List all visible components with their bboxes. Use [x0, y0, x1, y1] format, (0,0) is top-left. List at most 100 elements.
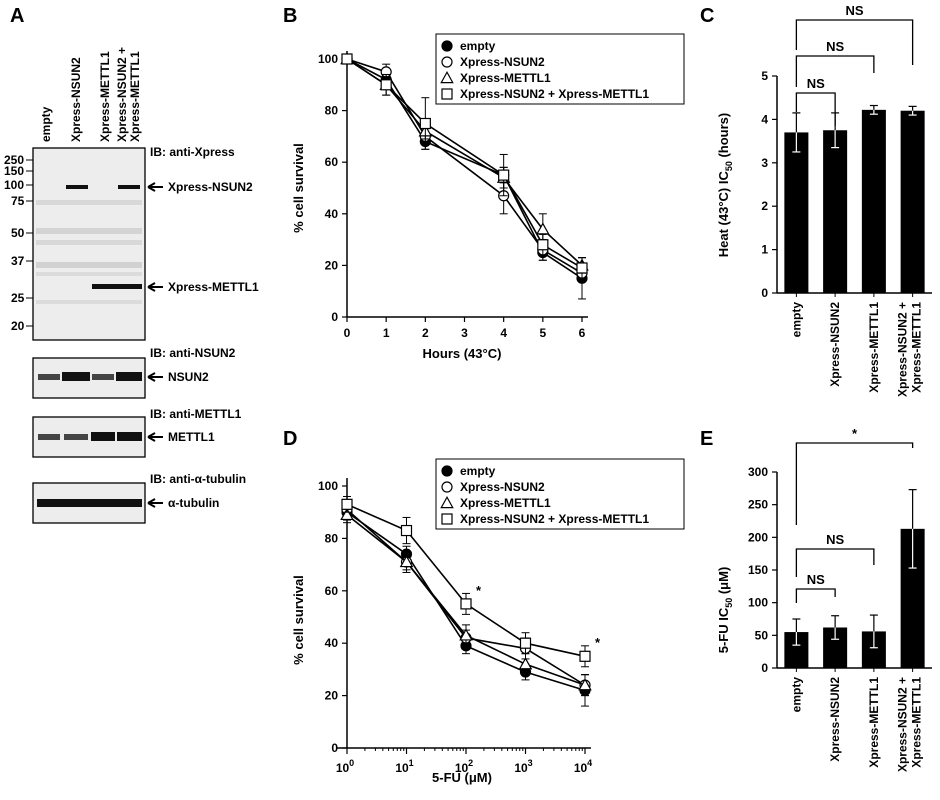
- series-xpress-nsun2-xpress-mettl1: [341, 495, 591, 668]
- y-tick-label-200: 200: [748, 530, 768, 544]
- band-mettl1-lane1: [38, 434, 60, 440]
- band-xpress-nsun2-lane4: [118, 185, 140, 189]
- significance-bracket: [795, 442, 914, 525]
- lane-label-combo-2: Xpress-METTL1: [128, 51, 142, 142]
- series-line-xpress-nsun2-xpress-mettl1: [346, 58, 583, 269]
- y-tick-label-150: 150: [748, 563, 768, 577]
- legend-label-xpress-mettl1: Xpress-METTL1: [460, 496, 551, 510]
- legend-label-xpress-nsun2-xpress-mettl1: Xpress-NSUN2 + Xpress-METTL1: [460, 87, 649, 101]
- x-tick-label-3: 3: [461, 326, 468, 340]
- y-tick-label-2: 2: [761, 199, 768, 213]
- y-tick-label-50: 50: [755, 628, 769, 642]
- significance-bracket: [795, 548, 875, 577]
- mw-marker-100: 100: [4, 178, 24, 192]
- y-tick-label-60: 60: [325, 584, 339, 598]
- x-category-label-xpress-mettl1: Xpress-METTL1: [867, 302, 881, 393]
- significance-label: NS: [826, 39, 844, 54]
- x-category-label-xpress-nsun2: Xpress-NSUN2: [828, 302, 842, 387]
- legend-marker-empty: [441, 465, 453, 477]
- significance-label: NS: [807, 76, 825, 91]
- chart-e: E 0 50 100 150 200 250 300 empty Xpress-NSUN2 Xpr…: [700, 426, 932, 772]
- series-line-xpress-nsun2: [346, 58, 583, 274]
- data-point-xpress-nsun2-xpress-mettl1: [419, 117, 431, 130]
- significance-bracket: [795, 55, 875, 87]
- data-point-xpress-nsun2-xpress-mettl1: [537, 239, 549, 251]
- panel-d-letter: D: [283, 428, 297, 450]
- mw-marker-250: 250: [4, 153, 24, 167]
- legend-label-empty: empty: [460, 464, 496, 478]
- y-tick-label-60: 60: [325, 155, 339, 169]
- mw-marker-20: 20: [11, 319, 25, 333]
- panel-a-letter: A: [10, 5, 24, 27]
- data-point-xpress-nsun2-xpress-mettl1: [576, 262, 588, 274]
- x-tick-exponent: 3: [528, 758, 533, 768]
- significance-label: NS: [807, 572, 825, 587]
- chart-b-legend: empty Xpress-NSUN2 Xpress-METTL1 Xpress-NSU…: [435, 33, 685, 105]
- mw-marker-37: 37: [11, 254, 25, 268]
- blot-anti-xpress-mw-markers: 250 150 100 75 50 37 25 20: [4, 153, 33, 333]
- legend-marker-xpress-mettl1: [440, 496, 454, 509]
- y-tick-label-40: 40: [325, 207, 339, 221]
- arrow-nsun2: [147, 372, 163, 382]
- y-tick-label-80: 80: [325, 104, 339, 118]
- band-mettl1-lane3: [91, 432, 115, 441]
- data-point-xpress-nsun2-xpress-mettl1: [341, 53, 353, 65]
- chart-d-xlabel: 5-FU (μM): [432, 770, 492, 785]
- chart-b: B 0 20 40 60 80 100 0 1 2 3 4 5 6 Hours (43°C) % cel…: [283, 5, 685, 361]
- chart-b-ylabel: % cell survival: [291, 143, 306, 233]
- x-category-label-xpress-nsun2: Xpress-NSUN2 +: [896, 677, 910, 772]
- x-tick-exponent: 2: [468, 758, 473, 768]
- data-point-xpress-mettl1: [578, 678, 592, 691]
- x-tick-label-6: 6: [579, 326, 586, 340]
- bar-xpress-nsun2-xpress-mettl1: [900, 110, 925, 293]
- mw-marker-150: 150: [4, 164, 24, 178]
- y-tick-label-0: 0: [761, 286, 768, 300]
- y-tick-label-0: 0: [761, 661, 768, 675]
- panel-c-letter: C: [700, 5, 714, 27]
- y-tick-label-3: 3: [761, 156, 768, 170]
- y-tick-label-100: 100: [748, 596, 768, 610]
- band-mettl1-lane4: [117, 432, 142, 441]
- arrow-xpress-mettl1: [147, 282, 163, 292]
- x-tick-label-3: 103: [514, 758, 532, 775]
- data-point-xpress-mettl1: [459, 628, 473, 641]
- x-tick-label-2: 2: [422, 326, 429, 340]
- legend-label-empty: empty: [460, 39, 496, 53]
- x-category-label-xpress-mettl1: Xpress-METTL1: [910, 302, 924, 393]
- data-point-xpress-nsun2-xpress-mettl1: [400, 524, 413, 537]
- band-label-mettl1: METTL1: [168, 430, 215, 444]
- y-tick-label-0: 0: [331, 310, 338, 324]
- y-tick-label-0: 0: [331, 741, 338, 755]
- panel-e-letter: E: [700, 428, 713, 450]
- data-point-xpress-mettl1: [340, 507, 354, 521]
- arrow-mettl1: [147, 432, 163, 442]
- series-xpress-nsun2-xpress-mettl1: [341, 53, 588, 279]
- chart-d: D 0 20 40 60 80 100 100 101 1 0 2 103 104 * * 5-FU (μM…: [283, 428, 685, 785]
- y-tick-label-5: 5: [761, 69, 768, 83]
- bar-xpress-mettl1: [861, 109, 886, 294]
- x-tick-label-4: 104: [574, 758, 592, 775]
- band-label-tubulin: α-tubulin: [168, 496, 219, 510]
- bar-xpress-nsun2: [823, 130, 848, 293]
- significance-star: *: [595, 635, 601, 650]
- data-point-xpress-nsun2-xpress-mettl1: [519, 637, 532, 649]
- data-point-xpress-mettl1: [399, 554, 414, 568]
- x-tick-label-0: 0: [344, 326, 351, 340]
- x-tick-label-0: 100: [336, 758, 354, 775]
- mw-marker-75: 75: [11, 194, 25, 208]
- significance-label: NS: [826, 532, 844, 547]
- x-category-label-xpress-mettl1: Xpress-METTL1: [867, 677, 881, 768]
- legend-marker-empty: [441, 40, 453, 52]
- band-mettl1-lane2: [64, 434, 88, 440]
- series-line-empty: [346, 58, 583, 279]
- significance-label: *: [852, 426, 858, 441]
- legend-marker-xpress-nsun2-xpress-mettl1: [441, 88, 453, 100]
- legend-marker-xpress-nsun2: [441, 481, 453, 493]
- panel-b-letter: B: [283, 5, 297, 27]
- chart-e-ylabel: 5-FU IC50 (μM): [716, 567, 734, 654]
- data-point-xpress-mettl1: [518, 657, 533, 670]
- band-xpress-mettl1: [92, 284, 142, 289]
- y-tick-label-4: 4: [761, 112, 768, 126]
